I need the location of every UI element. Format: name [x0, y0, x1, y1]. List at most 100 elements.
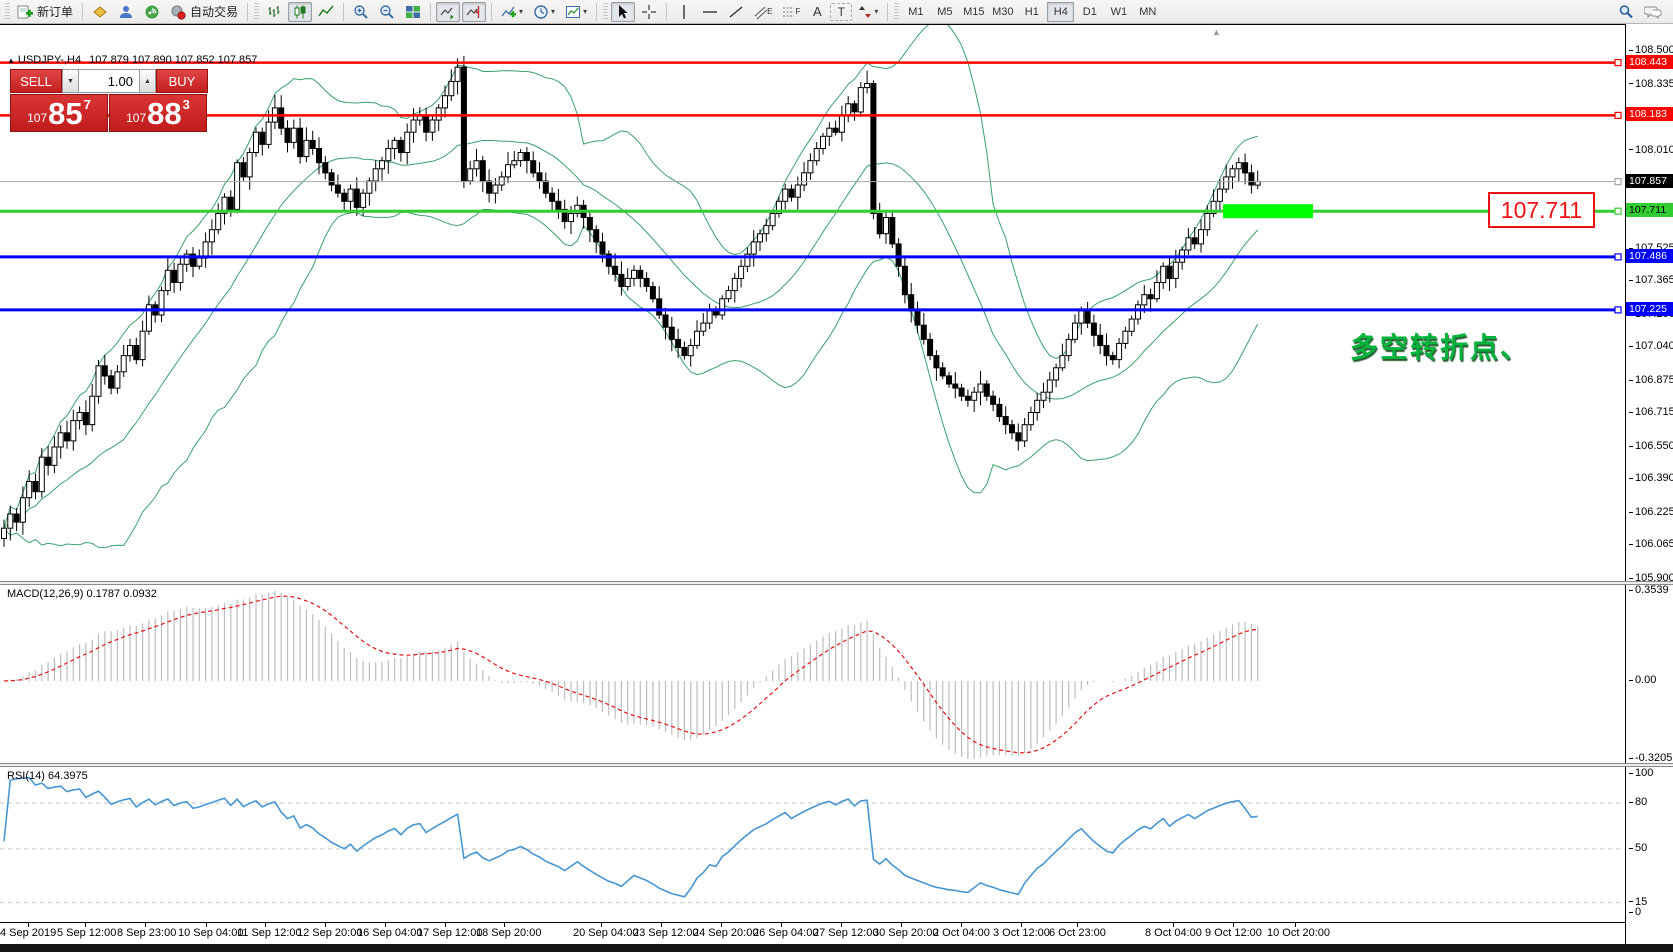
candle-body [1046, 379, 1053, 393]
buy-button[interactable]: BUY [156, 69, 208, 93]
search-button[interactable] [1614, 2, 1638, 22]
channel-button[interactable]: E [750, 2, 776, 22]
green-highlight-zone[interactable] [1223, 204, 1313, 219]
buy-price-panel[interactable]: 107 88 3 [109, 94, 207, 132]
candle-body [599, 241, 606, 255]
toolbar-separator [247, 2, 249, 21]
horizontal-line-button[interactable] [698, 2, 722, 22]
bar-chart-button[interactable] [262, 2, 286, 22]
chat-button[interactable] [1640, 2, 1666, 22]
fibonacci-letter: F [795, 7, 801, 16]
zoom-out-button[interactable] [375, 2, 399, 22]
candle-body [145, 304, 152, 332]
chart-shift-icon [466, 5, 480, 18]
trendline-button[interactable] [724, 2, 748, 22]
candle-body [832, 127, 839, 133]
text-button[interactable]: A [806, 2, 828, 22]
candle-body [1198, 229, 1204, 245]
time-axis-tick [1021, 923, 1022, 927]
time-axis[interactable]: 4 Sep 2019 5 Sep 12:00 8 Sep 23:00 10 Sep 0… [0, 922, 1673, 944]
candle-body [57, 432, 64, 448]
community-button[interactable] [114, 2, 138, 22]
fibonacci-button[interactable]: F [778, 2, 804, 22]
timeframe-button-h4[interactable]: H4 [1047, 1, 1075, 22]
templates-button[interactable]: ▾ [561, 2, 591, 22]
candle-body [385, 148, 392, 162]
level-endpoint-marker[interactable] [1614, 178, 1622, 186]
signals-button[interactable] [140, 2, 164, 22]
metaeditor-button[interactable] [88, 2, 112, 22]
auto-scroll-button[interactable] [436, 1, 461, 22]
chinese-annotation-text[interactable]: 多空转折点、 [1350, 332, 1531, 363]
vertical-line-button[interactable] [672, 2, 696, 22]
timeframe-button-m5[interactable]: M5 [937, 5, 953, 18]
chevron-down-icon: ▾ [519, 7, 524, 16]
timeframe-button-w1[interactable]: W1 [1110, 5, 1128, 18]
timeframe-button-m1[interactable]: M1 [908, 5, 924, 18]
chart-shift-button[interactable] [462, 1, 487, 22]
line-chart-button[interactable] [314, 2, 338, 22]
candle-body [76, 412, 83, 422]
price-tick: 106.875 [1629, 374, 1673, 386]
periods-button[interactable]: ▾ [529, 2, 559, 22]
crosshair-button[interactable] [637, 2, 661, 22]
sell-button[interactable]: SELL [10, 69, 62, 93]
bollinger-lower [3, 209, 1259, 549]
candle-body [1185, 237, 1192, 251]
price-annotation-box[interactable]: 107.711 [1488, 192, 1595, 228]
candle-body [542, 180, 549, 194]
time-axis-tick [28, 923, 29, 927]
volume-increase-button[interactable]: ▲ [139, 69, 156, 93]
volume-input[interactable] [79, 69, 139, 93]
volume-decrease-button[interactable]: ▼ [62, 69, 79, 93]
candle-body [555, 200, 562, 210]
sell-price-big: 85 [48, 96, 83, 131]
zoom-in-icon [354, 4, 368, 19]
candlestick-button[interactable] [288, 1, 313, 22]
templates-icon [566, 5, 581, 18]
sell-price-panel[interactable]: 107 85 7 [10, 94, 108, 132]
timeframe-button-mn[interactable]: MN [1139, 5, 1157, 18]
candle-body [133, 345, 140, 361]
zoom-in-button[interactable] [349, 2, 373, 22]
candle-body [341, 192, 348, 202]
indicators-button[interactable]: ▾ [497, 2, 527, 22]
candle-body [649, 286, 656, 300]
price-tick: 106.065 [1629, 538, 1673, 550]
timeframe-button-d1[interactable]: D1 [1082, 5, 1097, 18]
cursor-button[interactable] [611, 1, 636, 22]
timeframe-button-m30[interactable]: M30 [992, 5, 1014, 18]
time-axis-tick [385, 923, 386, 927]
candle-body [1015, 432, 1022, 442]
autotrading-button[interactable]: 自动交易 [166, 2, 242, 22]
level-endpoint-marker[interactable] [1614, 111, 1622, 120]
time-axis-label: 6 Oct 23:00 [1049, 927, 1106, 939]
price-axis[interactable]: 108.500108.335108.170108.010107.845107.6… [1625, 24, 1673, 944]
candle-body [1229, 168, 1236, 178]
pane-separator[interactable] [0, 581, 1673, 585]
macd-chart-canvas[interactable] [0, 585, 1625, 763]
arrows-button[interactable]: ▾ [854, 2, 882, 22]
candle-body [379, 160, 385, 170]
level-endpoint-marker[interactable] [1614, 306, 1622, 314]
rsi-chart-canvas[interactable] [0, 767, 1625, 923]
candle-body [914, 310, 921, 326]
timeframe-button-m15[interactable]: M15 [963, 5, 985, 18]
level-endpoint-marker[interactable] [1614, 207, 1622, 215]
candle-body [656, 298, 663, 316]
chart-scroll-marker[interactable]: ▲ [1212, 27, 1221, 37]
candle-body [530, 160, 537, 174]
timeframe-button-h1[interactable]: H1 [1024, 5, 1039, 18]
level-endpoint-marker[interactable] [1614, 58, 1622, 67]
pane-separator[interactable] [0, 763, 1673, 767]
text-label-button[interactable]: T [830, 2, 853, 21]
candle-body [19, 497, 26, 523]
main-chart-canvas[interactable] [0, 25, 1625, 581]
candle-body [32, 481, 39, 493]
candle-body [1097, 334, 1104, 346]
ohlc-values: 107.879 107.890 107.852 107.857 [89, 54, 258, 66]
time-axis-label: 8 Oct 04:00 [1145, 927, 1202, 939]
new-order-button[interactable]: 新订单 [13, 2, 77, 22]
level-endpoint-marker[interactable] [1614, 253, 1622, 261]
tile-windows-button[interactable] [401, 2, 425, 22]
